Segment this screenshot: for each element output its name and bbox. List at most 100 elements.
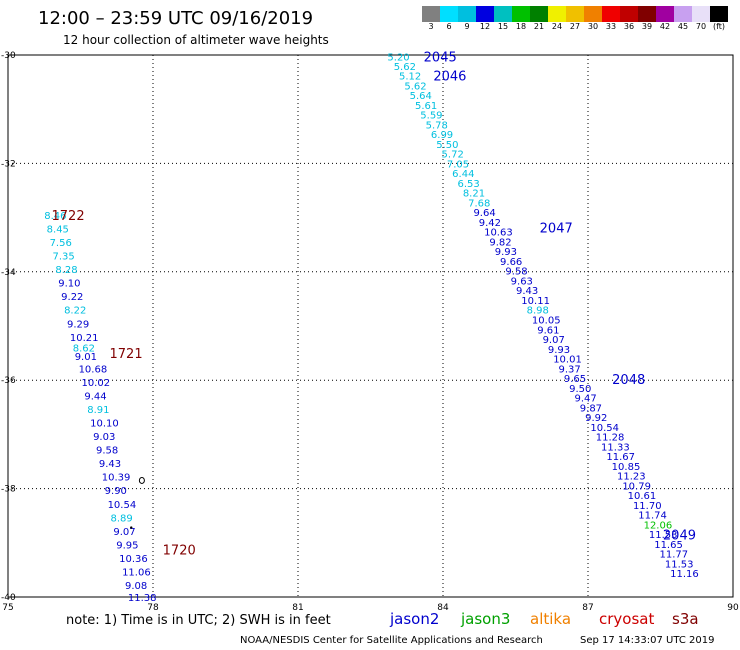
credit-line: NOAA/NESDIS Center for Satellite Applica… <box>240 635 543 646</box>
wave-height-label: 12.06 <box>644 520 673 531</box>
wave-height-label: 10.10 <box>90 418 119 429</box>
wave-height-label: 11.06 <box>122 568 151 579</box>
wave-height-label: 9.93 <box>495 247 517 258</box>
colorbar-swatch <box>512 6 530 22</box>
wave-height-label: 8.62 <box>73 344 95 355</box>
wave-height-label: 9.50 <box>569 384 591 395</box>
lat-tick-label: -30 <box>1 51 16 61</box>
colorbar-label: 33 <box>605 22 617 31</box>
track-time-label: 2046 <box>433 70 466 85</box>
wave-height-label: 9.63 <box>511 276 533 287</box>
colorbar-label: 30 <box>587 22 599 31</box>
wave-height-label: 9.61 <box>537 325 559 336</box>
wave-height-label: 11.53 <box>665 559 694 570</box>
legend-altika: altika <box>530 610 572 628</box>
wave-height-label: 10.54 <box>590 423 619 434</box>
track-time-label: 2048 <box>612 373 645 388</box>
wave-height-label: 10.01 <box>553 355 582 366</box>
wave-height-label: 10.85 <box>612 462 641 473</box>
wave-height-label: 8.98 <box>527 306 549 317</box>
colorbar-swatch <box>674 6 692 22</box>
wave-height-label: 10.68 <box>79 364 108 375</box>
wave-height-label: 5.50 <box>436 140 458 151</box>
colorbar-swatch <box>656 6 674 22</box>
colorbar-label: 12 <box>479 22 491 31</box>
wave-height-label: 9.44 <box>84 391 106 402</box>
lat-tick-label: -32 <box>1 159 16 169</box>
wave-height-label: 9.22 <box>61 292 83 303</box>
wave-height-label: 11.74 <box>638 511 667 522</box>
lon-tick-label: 84 <box>437 603 449 610</box>
colorbar-swatch <box>440 6 458 22</box>
colorbar-label: 45 <box>677 22 689 31</box>
wave-height-label: 9.43 <box>99 459 121 470</box>
wave-height-label: 9.37 <box>559 364 581 375</box>
lat-tick-label: -34 <box>1 268 16 278</box>
wave-height-label: 11.23 <box>617 472 646 483</box>
colorbar-swatch <box>548 6 566 22</box>
wave-height-label: 11.28 <box>596 433 625 444</box>
wave-height-label: 9.03 <box>93 432 115 443</box>
page-subtitle: 12 hour collection of altimeter wave hei… <box>63 33 329 47</box>
wave-height-label: 9.64 <box>473 208 495 219</box>
wave-height-label: 9.10 <box>58 279 80 290</box>
wave-height-label: 7.56 <box>50 238 72 249</box>
track-time-label: 2045 <box>424 51 457 66</box>
units-note: note: 1) Time is in UTC; 2) SWH is in fe… <box>66 613 331 628</box>
wave-height-label: 9.82 <box>489 237 511 248</box>
wave-height-label: 10.36 <box>119 554 148 565</box>
wave-height-label: 5.59 <box>420 111 442 122</box>
colorbar-swatch <box>620 6 638 22</box>
lat-tick-label: -38 <box>1 485 16 495</box>
colorbar-label: 70 <box>695 22 707 31</box>
page-title: 12:00 – 23:59 UTC 09/16/2019 <box>38 8 314 29</box>
colorbar-swatch <box>584 6 602 22</box>
wave-height-label: 9.08 <box>125 581 147 592</box>
wave-height-label: 5.61 <box>415 101 437 112</box>
colorbar-label: (ft) <box>712 22 726 31</box>
colorbar-label: 6 <box>446 22 452 31</box>
wave-height-label: 5.62 <box>404 81 426 92</box>
colorbar-swatch <box>710 6 728 22</box>
lon-tick-label: 75 <box>2 603 13 610</box>
wave-height-label: 6.99 <box>431 130 453 141</box>
wave-height-label: 7.35 <box>52 252 74 263</box>
wave-height-label: 5.62 <box>394 62 416 73</box>
lon-tick-label: 81 <box>292 603 303 610</box>
wave-height-label: 9.07 <box>543 335 565 346</box>
colorbar-swatch <box>638 6 656 22</box>
wave-height-label: 8.28 <box>55 265 77 276</box>
altimeter-map: 75 78 81 84 87 90-30-32-34-36-38-405.205.625.… <box>1 51 739 610</box>
wave-height-label: 9.95 <box>116 540 138 551</box>
lat-tick-label: -36 <box>1 376 16 386</box>
wave-height-label: 11.33 <box>601 442 630 453</box>
colorbar-label: 24 <box>551 22 563 31</box>
wave-height-label: 10.61 <box>628 491 657 502</box>
wave-height-label: 7.05 <box>447 159 469 170</box>
colorbar-label: 42 <box>659 22 671 31</box>
wave-height-colorbar <box>422 6 728 22</box>
wave-height-label: 10.39 <box>102 473 131 484</box>
colorbar-label: 36 <box>623 22 635 31</box>
colorbar-swatch <box>458 6 476 22</box>
wave-height-label: 9.43 <box>516 286 538 297</box>
wave-height-label: 6.53 <box>458 179 480 190</box>
colorbar-label: 15 <box>497 22 509 31</box>
lon-tick-label: 90 <box>727 603 739 610</box>
colorbar-label: 3 <box>428 22 434 31</box>
colorbar-label: 27 <box>569 22 581 31</box>
wave-height-label: 8.46 <box>44 211 66 222</box>
wave-height-label: 9.66 <box>500 257 522 268</box>
wave-height-label: 9.87 <box>580 403 602 414</box>
wave-height-label: 10.21 <box>70 333 99 344</box>
island-marker <box>138 476 145 484</box>
track-time-label: 1722 <box>52 209 85 224</box>
wave-height-label: 9.47 <box>574 394 596 405</box>
wave-height-label: 11.65 <box>654 540 683 551</box>
wave-height-label: 9.92 <box>585 413 607 424</box>
track-time-label: 2049 <box>663 529 696 544</box>
wave-height-label: 9.90 <box>105 486 127 497</box>
colorbar-swatch <box>566 6 584 22</box>
legend-s3a: s3a <box>672 610 699 628</box>
wave-height-label: 11.53 <box>649 530 678 541</box>
